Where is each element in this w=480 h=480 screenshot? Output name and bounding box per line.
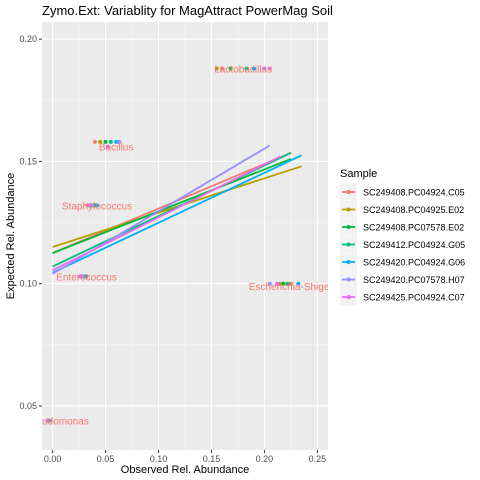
legend-items: SC249408.PC04924.C05 SC249408.PC04925.E02… [340,183,465,306]
data-point [278,281,283,286]
data-point [281,281,286,286]
legend-key-point [346,225,351,229]
genus-annotations: Lactobacillus Bacillus Staphylococcus Enter… [25,64,340,428]
data-point [214,66,219,71]
genus-label: Lactobacillus [214,64,272,75]
data-point [285,281,290,286]
legend-label: SC249425.PC04924.C07 [363,293,465,303]
data-point [275,281,280,286]
legend-key-point [346,207,351,212]
data-point [108,139,113,144]
x-tick-label: 0.10 [150,454,168,464]
data-point [267,66,272,71]
data-point [117,139,122,144]
genus-label: Enterococcus [56,272,117,283]
legend-key-point [346,260,351,264]
x-axis-ticks: 0.00 0.05 0.10 0.15 0.20 0.25 [44,450,326,464]
data-point [46,418,51,423]
x-tick-label: 0.15 [203,454,221,464]
legend-label: SC249420.PC04924.G06 [363,258,465,268]
data-point [220,66,225,71]
genus-label: Staphylococcus [62,201,132,212]
data-point [81,274,86,279]
fit-line [52,155,281,272]
x-tick-label: 0.25 [309,454,327,464]
y-tick-label: 0.15 [19,156,37,166]
data-point [103,139,108,144]
legend-title: Sample [340,168,377,180]
y-tick-label: 0.20 [19,34,37,44]
x-tick-label: 0.05 [97,454,115,464]
data-point [267,281,272,286]
data-point [86,203,91,208]
data-point [78,274,83,279]
legend-key-point [346,295,351,299]
legend-label: SC249408.PC07578.E02 [363,223,464,233]
legend-label: SC249412.PC04924.G05 [363,240,465,250]
y-axis-ticks: 0.05 0.10 0.15 0.20 [19,34,42,411]
data-point [228,66,233,71]
genus-label: Pseudomonas [25,417,89,428]
data-point [95,203,100,208]
fit-line [52,158,292,254]
data-point [244,66,249,71]
x-tick-label: 0.00 [44,454,62,464]
data-point [92,139,97,144]
genus-label: Bacillus [99,143,133,154]
data-point [89,203,94,208]
data-point [114,139,119,144]
data-point [262,66,267,71]
legend-label: SC249408.PC04925.E02 [363,205,464,215]
legend: Sample SC249408.PC04924.C05SC249408.PC04… [340,168,465,306]
legend-label: SC249408.PC04924.C05 [363,188,465,198]
data-point [98,139,103,144]
plot-content: Lactobacillus Bacillus Staphylococcus Enter… [25,64,340,428]
legend-key-point [346,242,351,247]
fit-lines [52,144,302,275]
chart-title: Zymo.Ext: Variablity for MagAttract Powe… [42,3,333,18]
grid-major [42,22,328,450]
x-tick-label: 0.20 [256,454,274,464]
data-point [296,281,301,286]
y-axis-title: Expected Rel. Abundance [5,173,17,300]
legend-label: SC249420.PC07578.H07 [363,275,465,285]
legend-key-point [346,190,351,194]
y-tick-label: 0.10 [19,279,37,289]
data-point [251,66,256,71]
x-axis-title: Observed Rel. Abundance [121,464,249,476]
data-point [105,144,110,149]
fit-line [52,154,302,274]
data-point [288,281,293,286]
data-points [45,66,301,423]
genus-label: Escherichia-Shigella [249,282,340,293]
y-tick-label: 0.05 [19,401,37,411]
legend-key-point [346,277,351,282]
